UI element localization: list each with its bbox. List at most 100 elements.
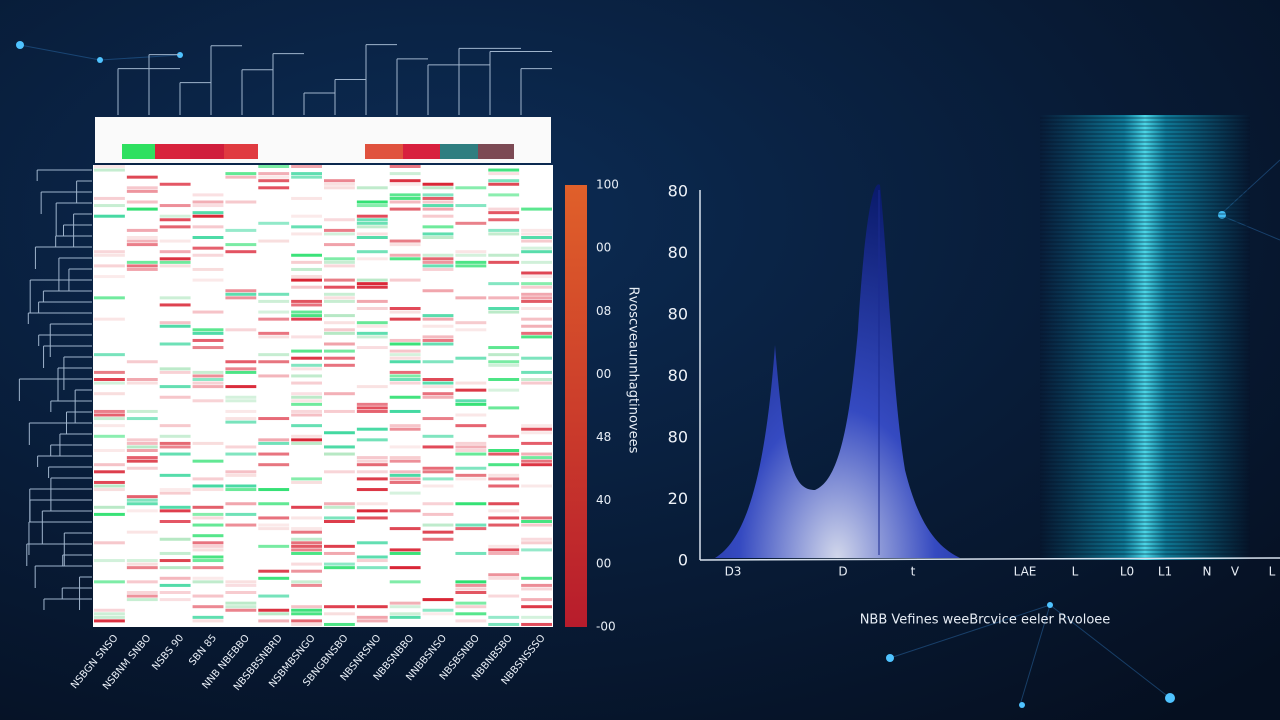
heat-cell (291, 402, 322, 406)
heat-cell (291, 441, 322, 445)
heat-cell (192, 236, 224, 239)
heat-cell (455, 204, 487, 208)
heat-cell (389, 551, 421, 555)
heat-cell (389, 477, 421, 481)
heat-cell (389, 580, 421, 584)
heat-cell (258, 292, 290, 296)
heat-cell (291, 172, 322, 176)
heat-cell (159, 488, 191, 492)
heat-cell (422, 232, 454, 236)
heat-cell (159, 264, 191, 268)
heat-cell (422, 338, 454, 342)
heat-cell (258, 527, 290, 531)
heat-cell (356, 456, 388, 460)
heat-cell (324, 331, 355, 335)
heat-cell (291, 232, 322, 236)
heat-cell (422, 523, 454, 527)
heat-cell (258, 331, 290, 335)
heat-cell (389, 480, 421, 484)
heat-cell (389, 349, 421, 353)
heat-cell (126, 360, 158, 364)
heat-cell (94, 424, 125, 428)
heat-cell (225, 580, 257, 584)
heat-cell (192, 559, 224, 563)
heat-cell (488, 211, 520, 215)
heat-cell (94, 317, 125, 321)
heat-cell (455, 583, 487, 587)
heat-cell (192, 338, 224, 342)
heat-cell (225, 608, 257, 612)
heat-cell (389, 378, 421, 381)
heat-cell (455, 388, 487, 392)
heat-cell (126, 591, 158, 594)
heat-cell (521, 271, 552, 275)
heat-cell (389, 356, 421, 360)
heat-cell (521, 523, 552, 527)
heat-cell (324, 264, 355, 268)
annotation-bar (122, 144, 514, 159)
heat-cell (324, 292, 355, 296)
heat-cell (521, 587, 552, 591)
heat-cell (488, 296, 520, 300)
heat-cell (356, 232, 388, 236)
heat-cell (521, 282, 552, 286)
heat-cell (192, 605, 224, 609)
heat-cell (422, 257, 454, 261)
heat-cell (488, 576, 520, 580)
heat-cell (159, 598, 191, 602)
heat-cell (159, 260, 191, 264)
x-label: t (911, 565, 916, 579)
heat-cell (159, 239, 191, 243)
x-label: N (1203, 565, 1212, 579)
heat-cell (192, 399, 224, 403)
heat-cell (291, 605, 322, 609)
y-tick-label: 80 (668, 428, 688, 447)
heat-cell (159, 452, 191, 456)
heat-cell (389, 253, 421, 257)
heat-cell (422, 264, 454, 268)
heat-cell (422, 267, 454, 271)
heat-cell (159, 576, 191, 580)
heat-cell (356, 282, 388, 286)
heat-cell (126, 260, 158, 264)
heat-cell (126, 236, 158, 239)
heat-cell (389, 307, 421, 310)
heat-cell (291, 395, 322, 399)
heat-cell (258, 165, 290, 168)
heat-cell (192, 576, 224, 580)
heat-cell (291, 374, 322, 378)
heat-cell (291, 409, 322, 413)
heat-cell (356, 559, 388, 563)
heat-cell (126, 175, 158, 179)
heat-cell (488, 452, 520, 456)
y-tick-label: 80 (668, 182, 688, 201)
heat-cell (356, 225, 388, 229)
heat-cell (356, 218, 388, 222)
heat-cell (521, 228, 552, 232)
heat-cell (94, 250, 125, 254)
heat-cell (126, 466, 158, 470)
heat-cell (159, 509, 191, 513)
heat-cell (225, 484, 257, 488)
heat-cell (258, 569, 290, 573)
heat-cell (488, 509, 520, 513)
heat-cell (291, 608, 322, 612)
heat-cell (521, 424, 552, 428)
heat-cell (488, 544, 520, 548)
heat-cell (291, 317, 322, 321)
heat-cell (225, 367, 257, 371)
heat-cell (192, 512, 224, 516)
heat-cell (94, 165, 125, 168)
heat-cell (94, 612, 125, 616)
heat-cell (521, 520, 552, 523)
heat-cell (356, 470, 388, 474)
heat-cell (389, 179, 421, 183)
heat-cell (455, 591, 487, 594)
heat-cell (324, 186, 355, 190)
heat-cell (192, 534, 224, 538)
density-peaks (715, 184, 960, 558)
heat-cell (324, 349, 355, 353)
heat-cell (356, 278, 388, 282)
heat-cell (324, 470, 355, 474)
